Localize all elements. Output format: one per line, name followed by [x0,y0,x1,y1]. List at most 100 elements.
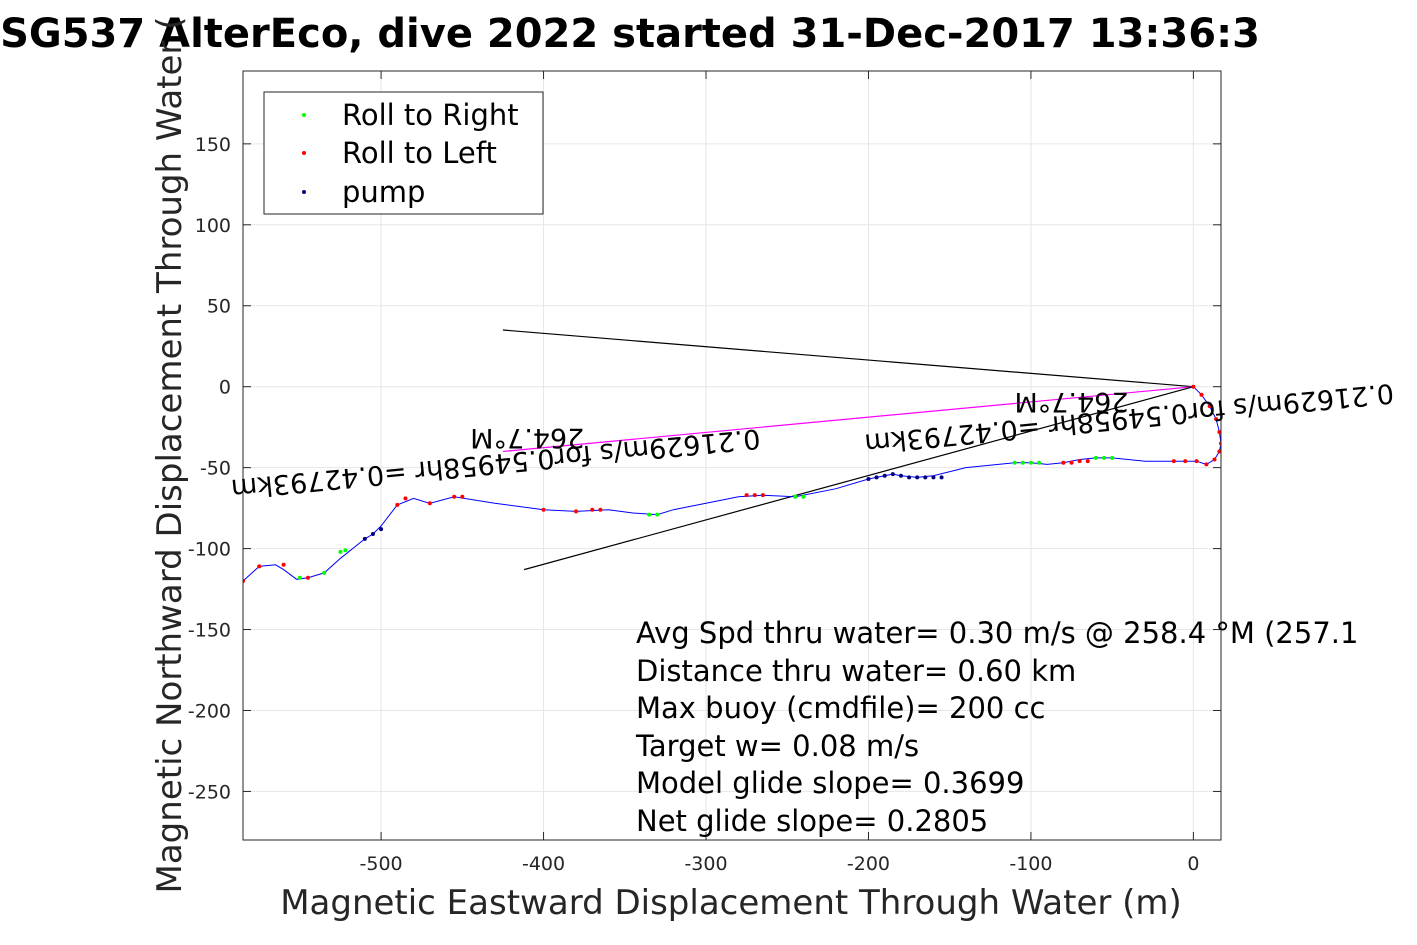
roll-left-point [460,494,465,499]
roll-left-point [427,501,432,506]
pump-point [370,532,375,537]
roll-left-point [744,493,749,498]
pump-point [907,475,912,480]
y-tick-label: -150 [188,620,231,642]
roll-right-point [1028,460,1033,465]
dive-summary: Avg Spd thru water= 0.30 m/s @ 258.4 °M … [635,616,1358,838]
y-axis-label: Magnetic Northward Displacement Through … [150,17,190,894]
roll-left-point [452,494,457,499]
pump-point [898,473,903,478]
chart-title: SG537 AlterEco, dive 2022 started 31-Dec… [0,11,1260,57]
x-tick-label: 0 [1187,853,1199,875]
y-tick-label: 0 [219,377,231,399]
y-tick-label: -250 [188,781,231,803]
roll-right-point [297,575,302,580]
pump-point [939,475,944,480]
roll-left-point [1183,459,1188,464]
roll-right-point [1012,460,1017,465]
roll-right-point [801,494,806,499]
roll-left-point [281,562,286,567]
roll-left-point [257,564,262,569]
roll-right-point [1037,460,1042,465]
roll-left-point [752,493,757,498]
summary-net-glide-slope: Net glide slope= 0.2805 [636,804,988,838]
roll-left-point [1212,457,1217,462]
roll-left-point [1191,384,1196,389]
roll-left-point [305,575,310,580]
x-tick-label: -500 [360,853,403,875]
roll-left-point [590,507,595,512]
roll-right-point [647,512,652,517]
roll-right-point [793,494,798,499]
pump-point [882,473,887,478]
heading-reference-line [523,386,1194,571]
roll-left-point [574,509,579,514]
roll-left-point [1199,392,1204,397]
pump-point [931,475,936,480]
roll-right-point [322,570,327,575]
roll-left-point [1171,459,1176,464]
roll-left-point [1214,417,1219,422]
y-tick-label: 100 [195,215,231,237]
roll-right-point [1093,455,1098,460]
roll-left-point [1069,460,1074,465]
pump-point [874,475,879,480]
roll-right-point [1102,455,1107,460]
heading-line-label: 264.7°M [1014,386,1128,417]
pump-point [923,475,928,480]
roll-left-point [1204,462,1209,467]
y-tick-label: -100 [188,539,231,561]
x-tick-label: -400 [522,853,565,875]
roll-right-point [338,549,343,554]
legend-box [263,91,544,215]
roll-left-point [760,493,765,498]
heading-reference-line [502,329,1194,388]
roll-left-point [1217,430,1221,435]
legend-label-roll-left: Roll to Left [342,136,497,170]
legend-label-roll-right: Roll to Right [342,98,519,132]
roll-right-point [655,512,660,517]
roll-left-point [598,507,603,512]
heading-line-label: 264.7°M [470,422,584,453]
legend-marker-roll-right [302,113,306,117]
y-tick-label: 150 [195,134,231,156]
roll-left-point [541,507,546,512]
roll-left-point [395,502,400,507]
roll-left-point [1061,460,1066,465]
roll-right-point [1020,460,1025,465]
pump-point [915,475,920,480]
summary-distance: Distance thru water= 0.60 km [636,654,1076,688]
x-tick-label: -300 [684,853,727,875]
heading-reference-line [502,386,1194,453]
x-tick-label: -200 [847,853,890,875]
pump-point [866,476,871,481]
roll-left-point [1207,404,1212,409]
pump-point [890,472,895,477]
legend-label-pump: pump [342,175,425,209]
summary-target-w: Target w= 0.08 m/s [635,729,919,763]
roll-left-point [403,496,408,501]
legend-marker-roll-left [302,151,306,155]
y-tick-label: -50 [200,458,231,480]
roll-left-point [1085,459,1090,464]
legend: Roll to Right Roll to Left pump [263,91,544,215]
axis-ticks: -500 -400 -300 -200 -100 0-250-200-150-100-50… [188,71,1221,875]
summary-max-buoy: Max buoy (cmdfile)= 200 cc [636,691,1045,725]
roll-left-point [1194,459,1199,464]
y-tick-label: -200 [188,700,231,722]
summary-avg-speed: Avg Spd thru water= 0.30 m/s @ 258.4 °M … [636,616,1358,650]
x-axis-label: Magnetic Eastward Displacement Through W… [280,883,1182,923]
grid-lines [243,71,1221,840]
legend-marker-pump [302,190,306,194]
data-series [243,329,1221,583]
plot-frame [242,70,1222,841]
pump-point [379,527,384,532]
x-tick-label: -100 [1009,853,1052,875]
roll-left-point [1077,459,1082,464]
y-tick-label: 50 [207,296,231,318]
pump-point [362,536,367,541]
roll-left-point [1217,449,1221,454]
roll-right-point [1110,455,1115,460]
summary-model-glide-slope: Model glide slope= 0.3699 [636,766,1024,800]
